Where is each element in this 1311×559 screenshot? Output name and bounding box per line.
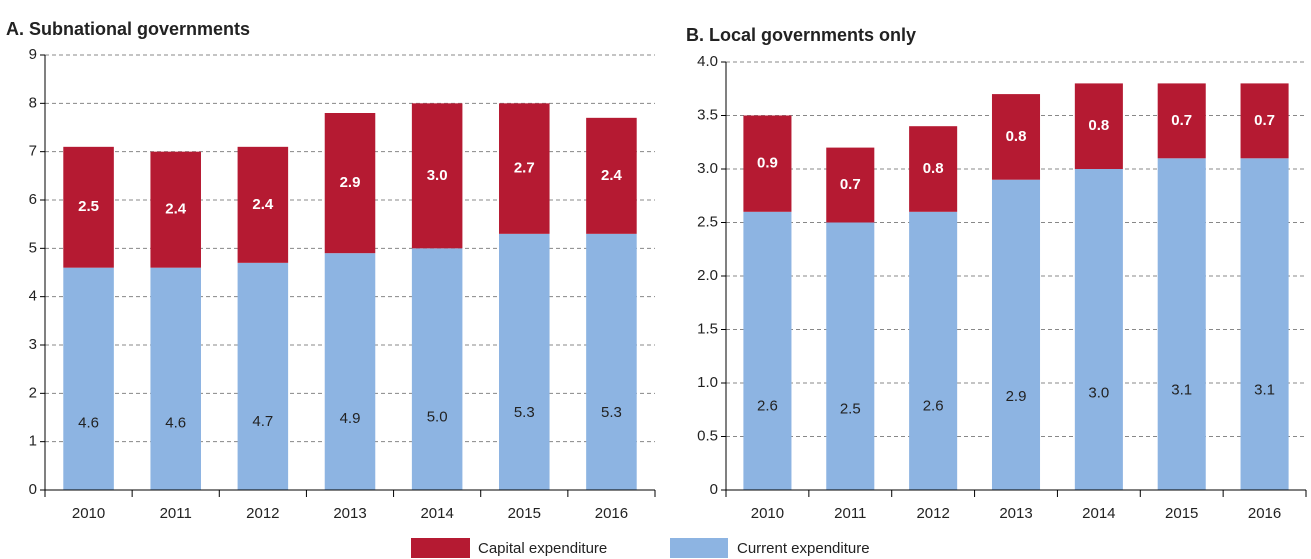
data-label: 2.9 — [340, 174, 361, 191]
bar-segment — [1074, 169, 1123, 490]
bar-segment — [586, 117, 637, 234]
x-tick-label: 2011 — [160, 505, 192, 522]
bar-segment — [63, 267, 114, 490]
data-label: 2.4 — [252, 196, 274, 213]
data-label: 2.6 — [923, 398, 944, 415]
data-label: 3.0 — [1088, 385, 1109, 402]
bar-segment — [909, 126, 958, 212]
legend-label: Capital expenditure — [478, 540, 607, 557]
bar-segment — [1074, 83, 1123, 169]
bar-segment — [826, 222, 875, 490]
chart-title: B. Local governments only — [686, 25, 916, 45]
y-tick-label: 3.0 — [697, 160, 718, 177]
data-label: 5.3 — [601, 404, 622, 421]
y-tick-label: 0.5 — [697, 427, 718, 444]
x-tick-label: 2015 — [508, 505, 541, 522]
data-label: 3.1 — [1254, 381, 1275, 398]
data-label: 3.0 — [427, 167, 448, 184]
y-tick-label: 2.5 — [697, 213, 718, 230]
data-label: 3.1 — [1171, 381, 1192, 398]
y-tick-label: 0 — [710, 481, 718, 498]
bar-segment — [150, 267, 201, 490]
chart-title: A. Subnational governments — [6, 19, 250, 39]
x-tick-label: 2016 — [1248, 505, 1281, 522]
y-tick-label: 3.5 — [697, 106, 718, 123]
y-tick-label: 1.5 — [697, 320, 718, 337]
x-tick-label: 2012 — [916, 505, 949, 522]
data-label: 2.6 — [757, 398, 778, 415]
data-label: 0.9 — [757, 155, 778, 172]
y-tick-label: 1.0 — [697, 374, 718, 391]
y-tick-label: 8 — [29, 94, 37, 111]
bar-segment — [586, 233, 637, 491]
legend-label: Current expenditure — [737, 540, 870, 557]
bar-segment — [411, 103, 463, 249]
data-label: 0.8 — [1006, 128, 1027, 145]
bar-segment — [1240, 158, 1289, 491]
data-label: 2.7 — [514, 160, 535, 177]
bar-segment — [324, 253, 376, 490]
y-tick-label: 7 — [29, 143, 37, 160]
y-tick-label: 2 — [29, 384, 37, 401]
y-tick-label: 5 — [29, 239, 37, 256]
data-label: 0.7 — [1254, 112, 1275, 129]
data-label: 4.6 — [165, 414, 186, 431]
legend-swatch — [411, 538, 470, 558]
x-tick-label: 2015 — [1165, 505, 1198, 522]
bar-segment — [991, 179, 1041, 490]
bar-segment — [1240, 83, 1289, 159]
bar-segment — [909, 211, 958, 491]
y-tick-label: 1 — [29, 433, 37, 450]
x-tick-label: 2013 — [333, 505, 366, 522]
data-label: 0.8 — [923, 160, 944, 177]
data-label: 2.5 — [78, 198, 99, 215]
data-label: 0.7 — [1171, 112, 1192, 129]
bar-segment — [411, 248, 463, 490]
x-tick-label: 2010 — [751, 505, 784, 522]
bar-segment — [1157, 83, 1206, 159]
legend-swatch — [670, 538, 728, 558]
data-label: 0.7 — [840, 176, 861, 193]
x-tick-label: 2011 — [834, 505, 866, 522]
data-label: 5.0 — [427, 408, 448, 425]
x-tick-label: 2010 — [72, 505, 105, 522]
data-label: 0.8 — [1088, 117, 1109, 134]
data-label: 4.7 — [252, 413, 273, 430]
bar-segment — [826, 147, 875, 223]
data-label: 4.9 — [340, 410, 361, 427]
data-label: 2.9 — [1006, 388, 1027, 405]
bar-segment — [1157, 158, 1206, 491]
x-tick-label: 2016 — [595, 505, 628, 522]
bar-segment — [150, 151, 201, 268]
y-tick-label: 3 — [29, 336, 37, 353]
y-tick-label: 4 — [29, 288, 37, 305]
bar-segment — [743, 115, 792, 212]
y-tick-label: 0 — [29, 481, 37, 498]
bar-segment — [237, 262, 289, 490]
data-label: 2.4 — [165, 201, 187, 218]
x-tick-label: 2014 — [420, 505, 453, 522]
y-tick-label: 4.0 — [697, 53, 718, 70]
bar-segment — [63, 146, 114, 268]
x-tick-label: 2013 — [999, 505, 1032, 522]
bar-segment — [499, 103, 550, 234]
bar-segment — [991, 94, 1041, 180]
x-tick-label: 2014 — [1082, 505, 1115, 522]
y-tick-label: 2.0 — [697, 267, 718, 284]
bar-segment — [743, 211, 792, 491]
data-label: 4.6 — [78, 414, 99, 431]
bar-segment — [237, 146, 289, 263]
y-tick-label: 6 — [29, 191, 37, 208]
bar-segment — [324, 113, 376, 254]
bar-segment — [499, 233, 550, 491]
y-tick-label: 9 — [29, 46, 37, 63]
data-label: 2.4 — [601, 167, 623, 184]
data-label: 2.5 — [840, 401, 861, 418]
data-label: 5.3 — [514, 404, 535, 421]
x-tick-label: 2012 — [246, 505, 279, 522]
